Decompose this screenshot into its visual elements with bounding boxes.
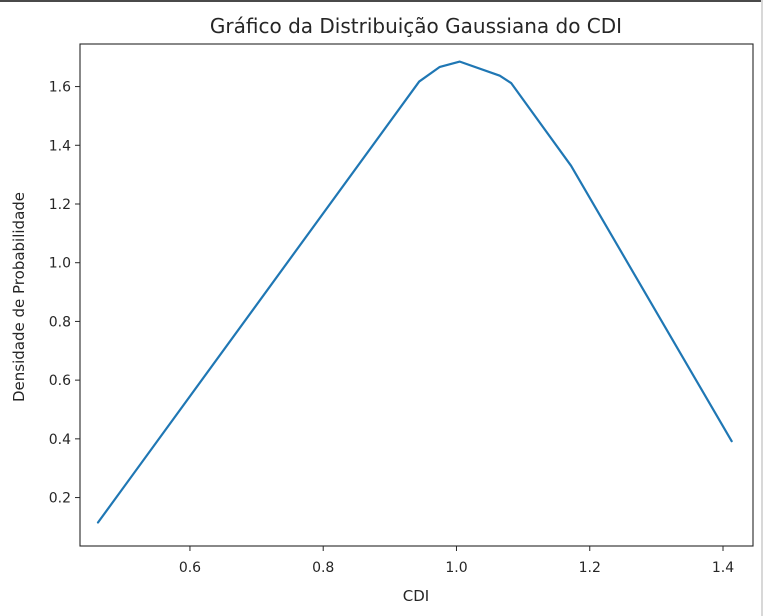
y-axis-label: Densidade de Probabilidade [10, 192, 28, 402]
x-tick-label: 0.6 [179, 560, 201, 576]
y-tick-label: 0.4 [49, 432, 71, 448]
chart-title: Gráfico da Distribuição Gaussiana do CDI [210, 14, 622, 38]
y-axis-ticks: 0.2 0.4 0.6 0.8 1.0 1.2 1.4 1.6 [49, 80, 80, 507]
y-tick-label: 0.6 [49, 373, 71, 389]
x-tick-label: 0.8 [312, 560, 334, 576]
x-axis-ticks: 0.6 0.8 1.0 1.2 1.4 [179, 546, 734, 576]
y-tick-label: 1.0 [49, 256, 71, 272]
y-tick-label: 1.2 [49, 197, 71, 213]
y-tick-label: 1.4 [49, 138, 71, 154]
x-tick-label: 1.0 [445, 560, 467, 576]
window-top-border [0, 0, 763, 2]
y-tick-label: 1.6 [49, 80, 71, 96]
plot-area [79, 43, 754, 547]
y-tick-label: 0.8 [49, 314, 71, 330]
window-right-border [761, 0, 763, 616]
y-tick-label: 0.2 [49, 491, 71, 507]
x-tick-label: 1.4 [712, 560, 734, 576]
axes-frame [79, 43, 754, 547]
x-axis-label: CDI [403, 587, 429, 605]
x-tick-label: 1.2 [579, 560, 601, 576]
density-line [96, 60, 733, 524]
